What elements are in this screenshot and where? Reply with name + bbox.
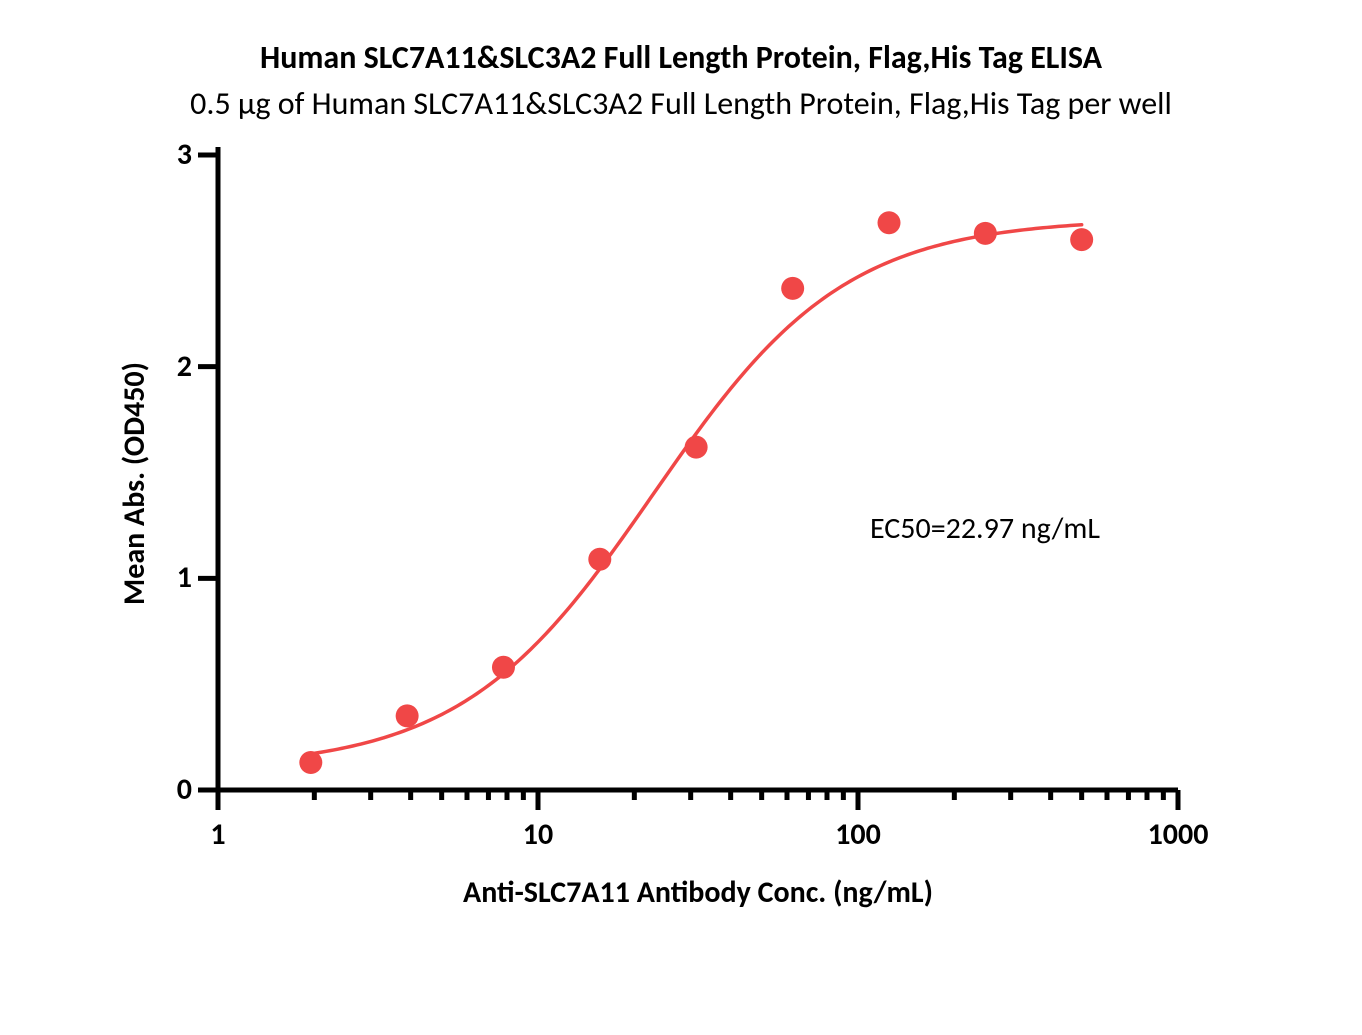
x-tick-label: 1 [158, 816, 278, 853]
data-point-1 [396, 704, 419, 727]
fit-curve [311, 225, 1082, 754]
x-tick-label: 10 [478, 816, 598, 853]
x-tick-label: 1000 [1118, 816, 1238, 853]
data-point-6 [878, 211, 901, 234]
data-point-3 [588, 548, 611, 571]
data-point-7 [974, 222, 997, 245]
data-point-8 [1070, 228, 1093, 251]
y-tick-label: 0 [158, 771, 192, 808]
data-point-0 [299, 751, 322, 774]
y-tick-label: 3 [158, 136, 192, 173]
y-tick-label: 1 [158, 559, 192, 596]
x-axis-label: Anti-SLC7A11 Antibody Conc. (ng/mL) [218, 874, 1178, 911]
x-tick-label: 100 [798, 816, 918, 853]
y-tick-label: 2 [158, 348, 192, 385]
data-point-4 [685, 436, 708, 459]
y-axis-label: Mean Abs. (OD450) [116, 362, 153, 605]
data-point-5 [781, 277, 804, 300]
data-point-2 [492, 656, 515, 679]
ec50-annotation: EC50=22.97 ng/mL [870, 510, 1100, 547]
